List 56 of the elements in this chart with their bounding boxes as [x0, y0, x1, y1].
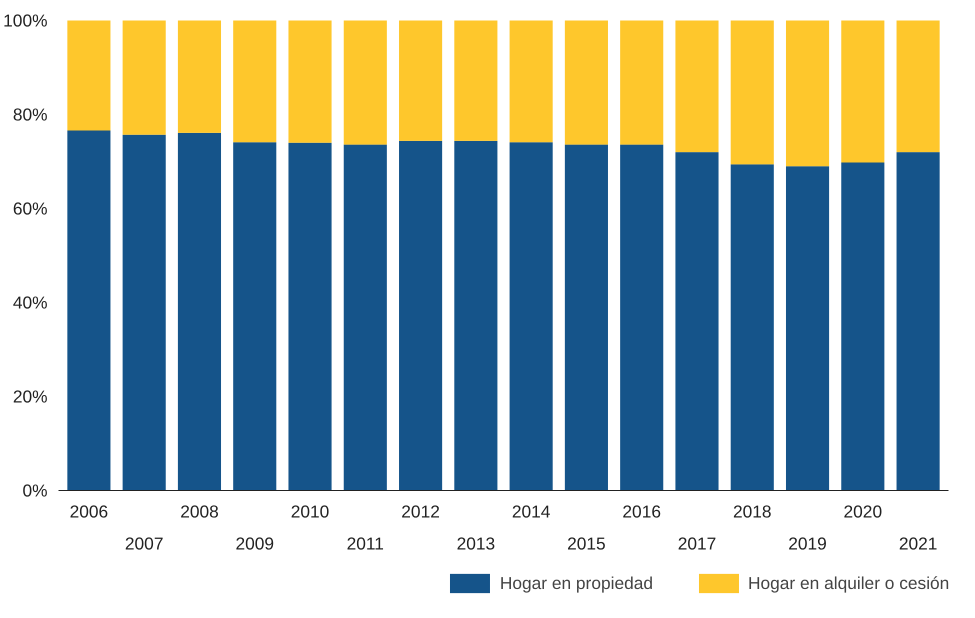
bar [288, 20, 332, 143]
x-tick-label: 2018 [732, 502, 772, 522]
bar [564, 144, 608, 490]
x-tick-label: 2007 [124, 534, 164, 554]
bar [564, 20, 608, 145]
bar [730, 164, 774, 490]
legend-label: Hogar en alquiler o cesión [748, 572, 950, 594]
bar [288, 142, 332, 490]
y-tick-label: 100% [3, 10, 48, 30]
y-tick-label: 60% [12, 198, 48, 218]
bar [399, 140, 442, 490]
bar [620, 144, 664, 490]
bar [510, 20, 553, 142]
bar [178, 20, 222, 133]
y-tick-label: 20% [12, 386, 48, 406]
x-tick-label: 2008 [180, 502, 219, 522]
x-tick-label: 2016 [622, 502, 661, 522]
x-tick-label: 2006 [70, 502, 108, 522]
bar [454, 20, 498, 141]
y-tick-label: 80% [12, 104, 48, 124]
bar [233, 20, 276, 142]
bar [896, 20, 940, 152]
legend-label: Hogar en propiedad [500, 572, 653, 594]
bar [122, 20, 166, 135]
x-tick-label: 2011 [346, 534, 384, 554]
y-tick-label: 40% [12, 292, 48, 312]
x-tick-label: 2010 [290, 502, 330, 522]
bar [675, 152, 719, 490]
bar [344, 20, 387, 145]
bar [454, 140, 498, 490]
bar [67, 130, 110, 490]
bar [841, 20, 884, 162]
bar [67, 20, 110, 130]
bar [786, 20, 830, 166]
x-tick-label: 2017 [678, 534, 716, 554]
bar [122, 134, 166, 490]
x-tick-label: 2020 [844, 502, 882, 522]
bar [675, 20, 719, 152]
bar [620, 20, 664, 145]
bar [730, 20, 774, 164]
y-tick-label: 0% [22, 480, 48, 500]
x-tick-label: 2021 [898, 534, 938, 554]
bar [178, 132, 222, 490]
bar [896, 152, 940, 490]
bar [786, 166, 830, 490]
x-tick-label: 2015 [567, 534, 606, 554]
bar [841, 162, 884, 490]
x-tick-label: 2014 [512, 502, 551, 522]
bar [510, 142, 553, 490]
bar [399, 20, 442, 141]
x-tick-label: 2013 [456, 534, 496, 554]
bar [344, 144, 387, 490]
x-tick-label: 2019 [788, 534, 827, 554]
x-tick-label: 2012 [401, 502, 440, 522]
bar [233, 142, 276, 490]
x-tick-label: 2009 [235, 534, 274, 554]
